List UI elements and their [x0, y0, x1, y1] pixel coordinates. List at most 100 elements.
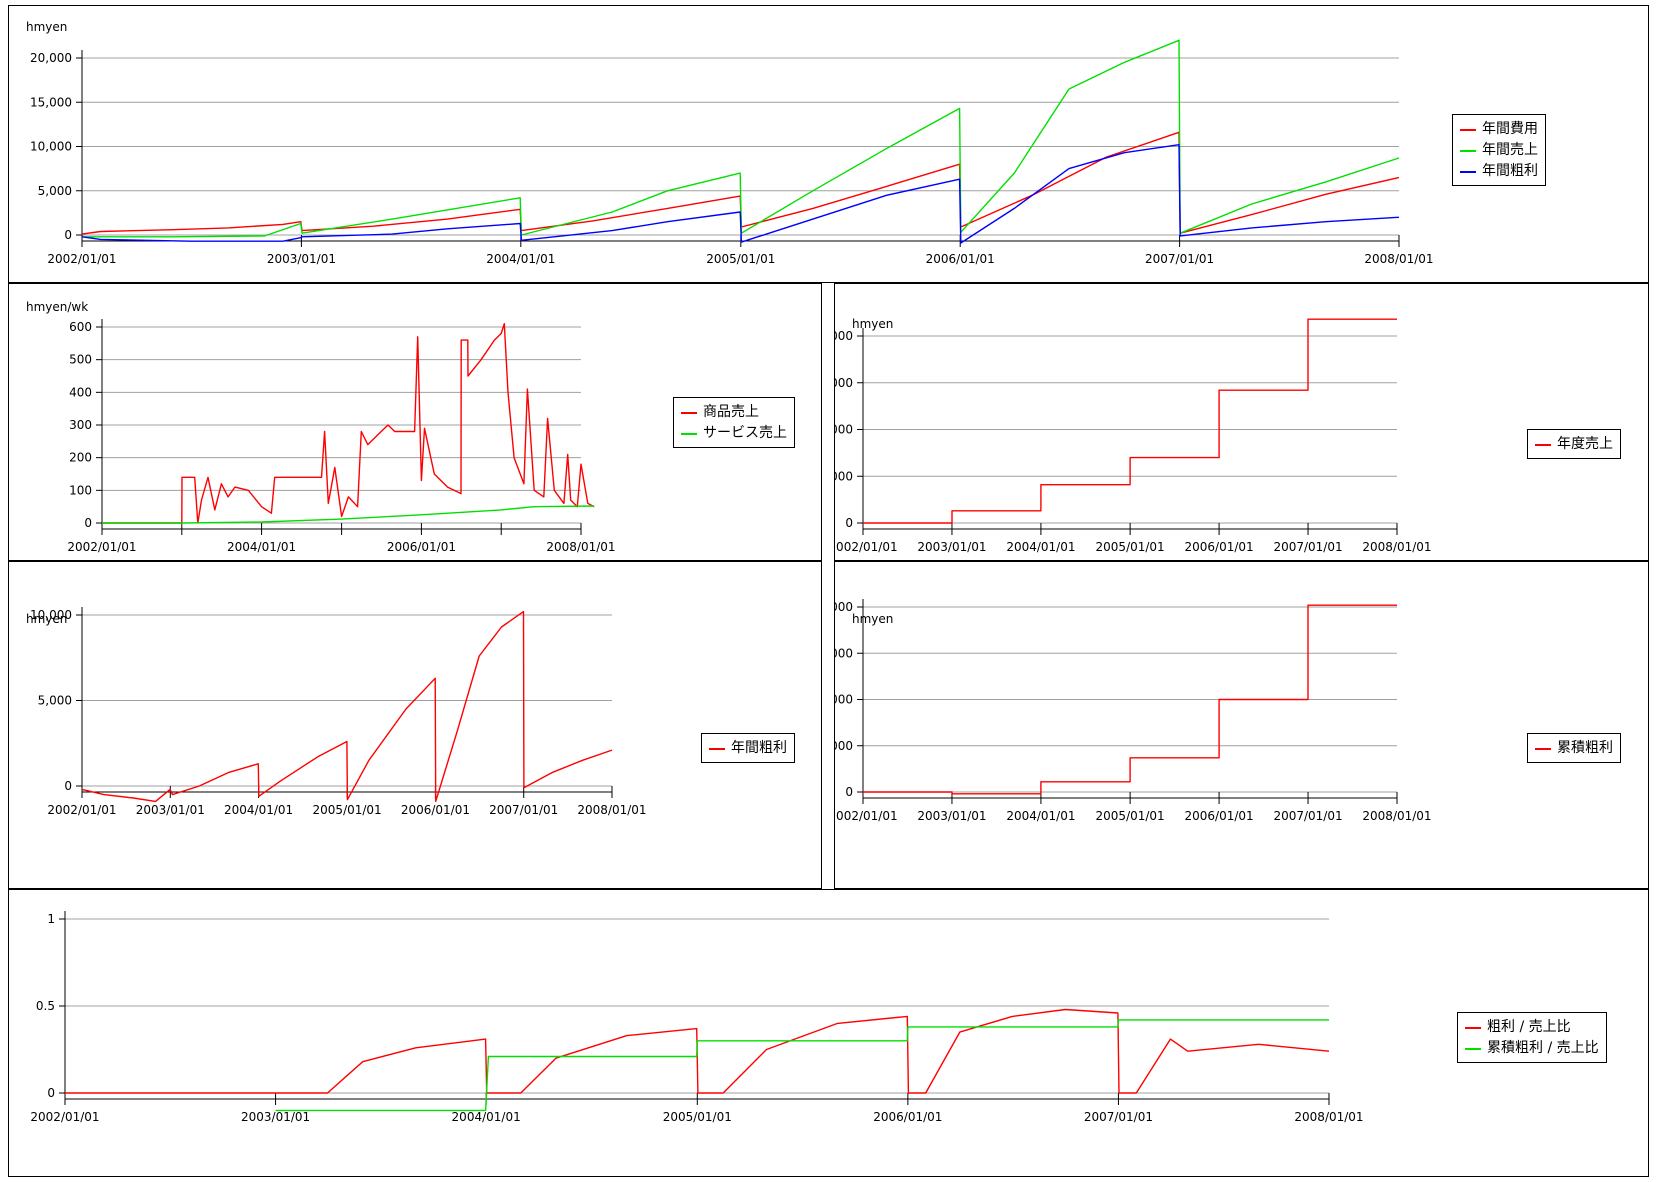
- y-tick-label: 15,000: [835, 646, 853, 660]
- legend-swatch: [1460, 149, 1476, 152]
- y-tick-label: 500: [69, 353, 92, 367]
- chart-panel-weekly: 600 500 400 300 200 100 0 2002/01/01 2004/01/01 2…: [8, 283, 822, 561]
- x-tick-label: 2005/01/01: [313, 803, 382, 817]
- y-unit-label: hmyen: [26, 20, 68, 34]
- y-tick-label: 10,000: [30, 608, 72, 622]
- x-tick-label: 2004/01/01: [227, 540, 296, 554]
- legend-label: 年間売上: [1482, 142, 1538, 158]
- series-line: [81, 610, 613, 803]
- y-tick-label: 10,000: [30, 140, 72, 154]
- chart-fiscal-sales-svg: 20,000 15,000 10,000 5,000 0 2002/01/01 2003/0…: [835, 318, 1432, 554]
- legend-swatch: [681, 411, 697, 414]
- legend-item: 累積粗利: [1535, 738, 1613, 759]
- x-tick-label: 2005/01/01: [1096, 809, 1165, 823]
- legend-annual: 年間費用 年間売上 年間粗利: [1452, 114, 1546, 186]
- legend-item: 年間売上: [1460, 140, 1538, 161]
- y-tick-label: 15,000: [30, 95, 72, 109]
- legend-fiscal-sales: 年度売上: [1527, 429, 1621, 459]
- legend-label: 年間粗利: [1482, 163, 1538, 179]
- legend-swatch: [681, 432, 697, 435]
- x-tick-label: 2006/01/01: [1184, 809, 1253, 823]
- series-line: [81, 143, 1400, 244]
- chart-weekly-svg: 600 500 400 300 200 100 0 2002/01/01 2004/01/01 2…: [67, 319, 616, 554]
- legend-weekly: 商品売上 サービス売上: [673, 397, 795, 448]
- legend-label: 年間粗利: [731, 740, 787, 756]
- y-tick-label: 5,000: [38, 694, 72, 708]
- y-tick-label: 10,000: [835, 423, 853, 437]
- x-tick-label: 2006/01/01: [401, 803, 470, 817]
- y-tick-label: 5,000: [38, 184, 72, 198]
- x-tick-label: 2007/01/01: [1084, 1110, 1153, 1124]
- chart-ratios-svg: 1 0.5 0 2002/01/01 2003/01/01 2004/01/01 2005/…: [30, 911, 1364, 1124]
- x-tick-label: 2008/01/01: [546, 540, 615, 554]
- x-tick-label: 2007/01/01: [489, 803, 558, 817]
- y-unit-label: hmyen: [852, 317, 894, 331]
- legend-item: 商品売上: [681, 402, 787, 423]
- chart-panel-ratios: 1 0.5 0 2002/01/01 2003/01/01 2004/01/01 2005/…: [8, 889, 1649, 1177]
- x-tick-label: 2005/01/01: [706, 252, 775, 266]
- y-tick-label: 5,000: [835, 469, 853, 483]
- y-tick-label: 400: [69, 385, 92, 399]
- chart-annual-profit-svg: 10,000 5,000 0 2002/01/01 2003/01/01 2004/01/…: [30, 607, 647, 817]
- y-tick-label: 5,000: [835, 739, 853, 753]
- series-line: [81, 131, 1400, 235]
- y-tick-label: 0: [84, 516, 92, 530]
- x-tick-label: 2007/01/01: [1273, 540, 1342, 554]
- legend-item: サービス売上: [681, 423, 787, 444]
- legend-label: サービス売上: [703, 425, 787, 441]
- x-tick-label: 2002/01/01: [67, 540, 136, 554]
- x-tick-label: 2003/01/01: [267, 252, 336, 266]
- legend-swatch: [1460, 170, 1476, 173]
- legend-item: 累積粗利 / 売上比: [1465, 1038, 1599, 1059]
- legend-label: 粗利 / 売上比: [1487, 1019, 1571, 1035]
- x-tick-label: 2006/01/01: [926, 252, 995, 266]
- y-tick-label: 0: [47, 1086, 55, 1100]
- x-tick-label: 2003/01/01: [241, 1110, 310, 1124]
- x-tick-label: 2002/01/01: [30, 1110, 99, 1124]
- x-tick-label: 2007/01/01: [1145, 252, 1214, 266]
- y-tick-label: 0: [845, 516, 853, 530]
- y-tick-label: 0.5: [36, 999, 55, 1013]
- legend-item: 年間粗利: [709, 738, 787, 759]
- x-tick-label: 2008/01/01: [1294, 1110, 1363, 1124]
- x-tick-label: 2002/01/01: [47, 803, 116, 817]
- x-tick-label: 2008/01/01: [1362, 809, 1431, 823]
- x-tick-label: 2008/01/01: [1362, 540, 1431, 554]
- legend-item: 年間粗利: [1460, 161, 1538, 182]
- series-line: [82, 39, 1400, 238]
- x-tick-label: 2004/01/01: [1006, 809, 1075, 823]
- y-tick-label: 300: [69, 418, 92, 432]
- y-tick-label: 0: [845, 785, 853, 799]
- x-tick-label: 2004/01/01: [452, 1110, 521, 1124]
- legend-label: 累積粗利: [1557, 740, 1613, 756]
- y-tick-label: 20,000: [835, 329, 853, 343]
- x-tick-label: 2008/01/01: [1364, 252, 1433, 266]
- legend-label: 累積粗利 / 売上比: [1487, 1040, 1599, 1056]
- legend-swatch: [1535, 443, 1551, 446]
- x-tick-label: 2004/01/01: [224, 803, 293, 817]
- series-line: [102, 323, 595, 524]
- y-tick-label: 10,000: [835, 693, 853, 707]
- legend-item: 年度売上: [1535, 434, 1613, 455]
- y-unit-label: hmyen/wk: [26, 300, 89, 314]
- x-tick-label: 2008/01/01: [577, 803, 646, 817]
- x-tick-label: 2005/01/01: [1096, 540, 1165, 554]
- y-tick-label: 200: [69, 451, 92, 465]
- legend-swatch: [1465, 1047, 1481, 1050]
- legend-swatch: [709, 747, 725, 750]
- y-tick-label: 20,000: [835, 600, 853, 614]
- y-unit-label: hmyen: [852, 612, 894, 626]
- legend-label: 年間費用: [1482, 121, 1538, 137]
- chart-panel-cumulative-profit: 20,000 15,000 10,000 5,000 0 2002/01/01 2003/0…: [834, 561, 1649, 889]
- x-tick-label: 2002/01/01: [47, 252, 116, 266]
- legend-cumulative-profit: 累積粗利: [1527, 733, 1621, 763]
- y-tick-label: 20,000: [30, 51, 72, 65]
- series-line: [65, 1008, 1330, 1094]
- legend-label: 商品売上: [703, 404, 759, 420]
- x-tick-label: 2004/01/01: [486, 252, 555, 266]
- chart-annual-svg: 20,000 15,000 10,000 5,000 0 2002/01/01 2003/0…: [30, 39, 1434, 266]
- legend-swatch: [1460, 128, 1476, 131]
- series-line: [102, 505, 595, 524]
- y-tick-label: 600: [69, 320, 92, 334]
- legend-annual-profit: 年間粗利: [701, 733, 795, 763]
